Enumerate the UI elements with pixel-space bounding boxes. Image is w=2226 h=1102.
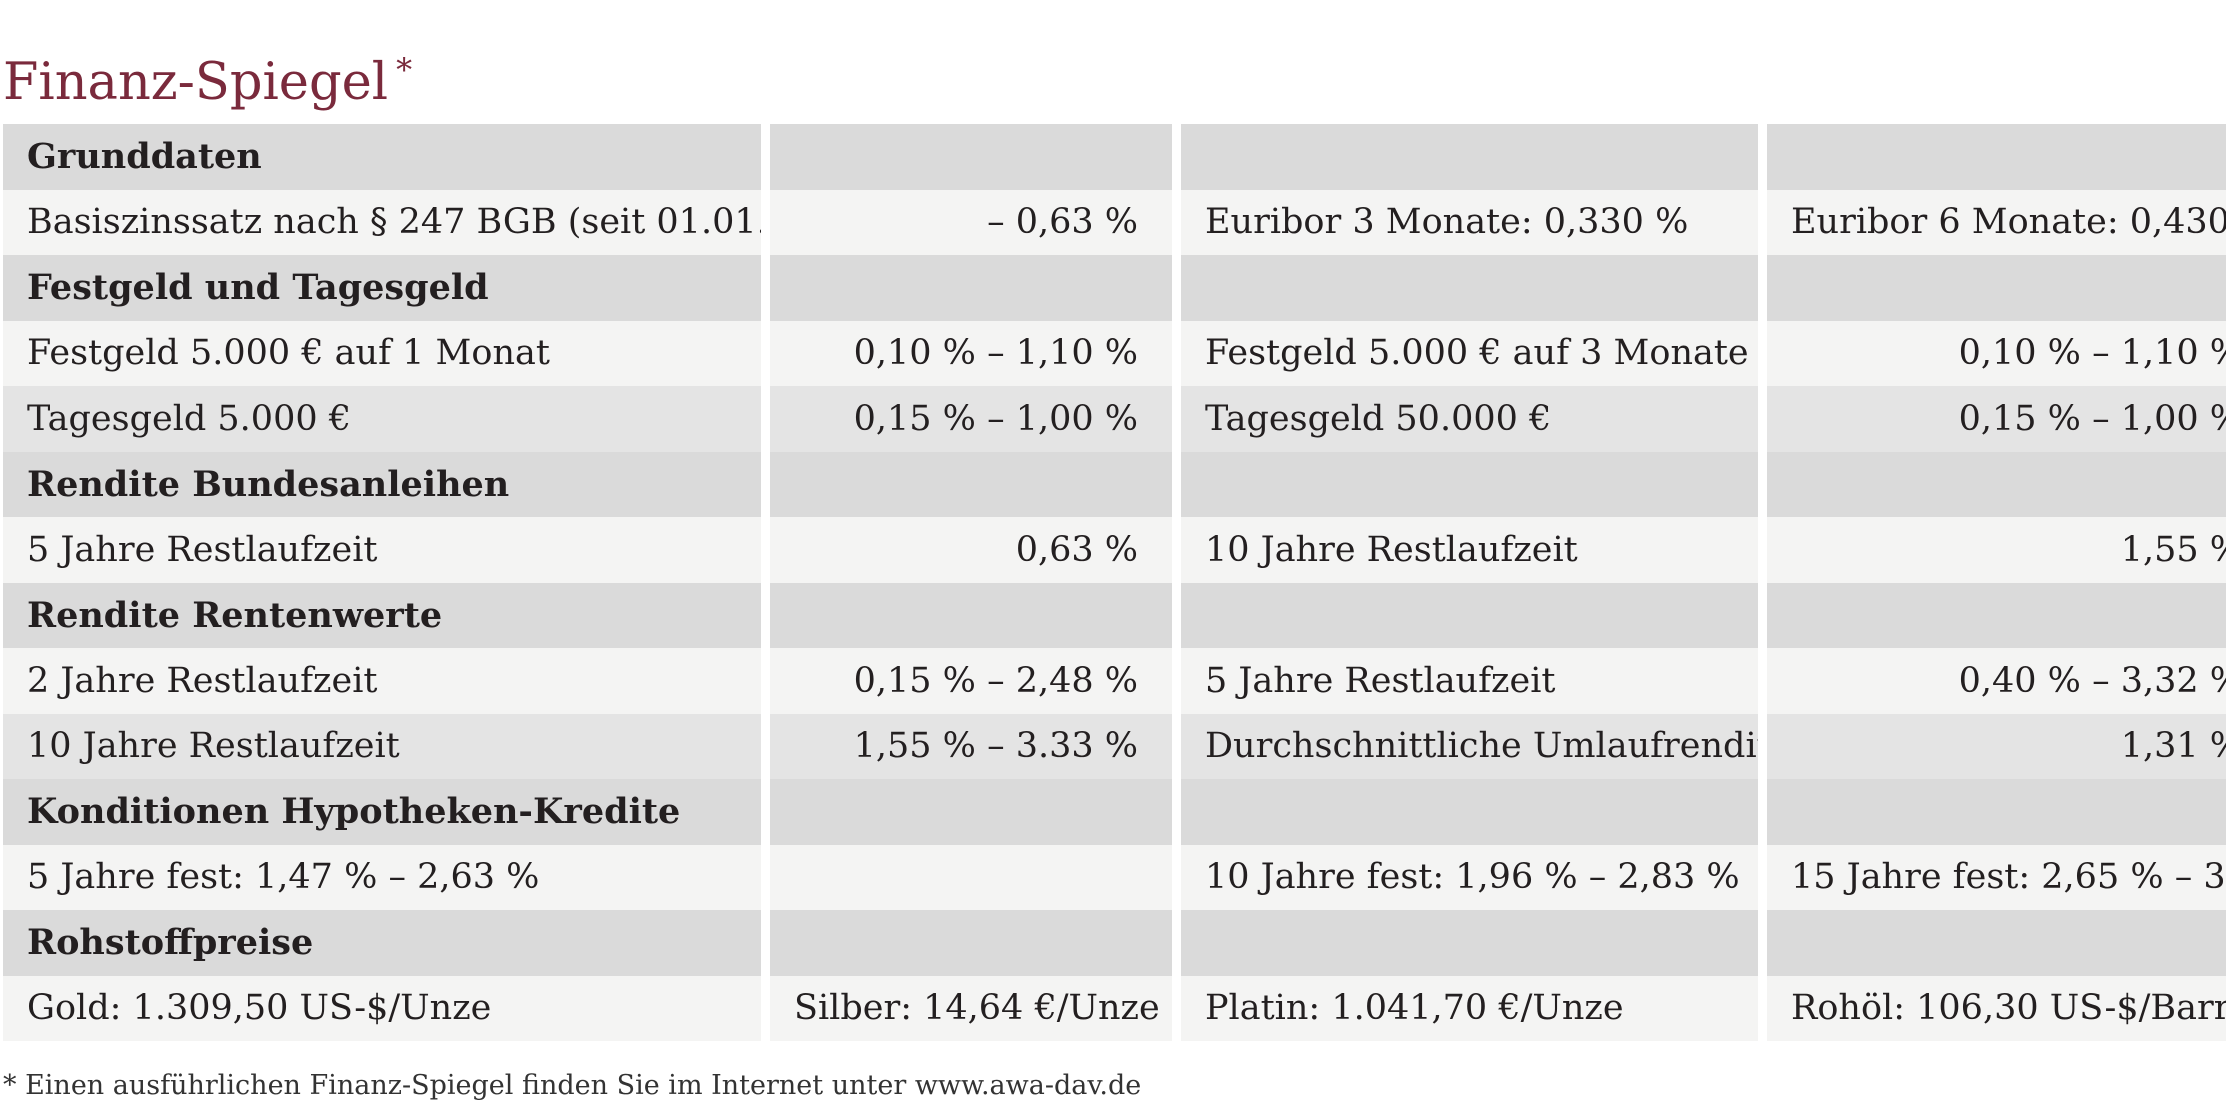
table-row: 5 Jahre Restlaufzeit 0,63 % 10 Jahre Restl…: [3, 517, 2226, 583]
section-header-cell: [1181, 451, 1758, 517]
row-value: 15 Jahre fest: 2,65 % – 3,48 %: [1767, 844, 2226, 910]
section-heading: Rendite Rentenwerte: [3, 582, 761, 648]
section-header-cell: [770, 910, 1172, 976]
section-header-row: Grunddaten: [3, 124, 2226, 190]
section-header-cell: [1767, 124, 2226, 190]
row-label: Gold: 1.309,50 US-$/Unze: [3, 975, 761, 1041]
section-header-row: Festgeld und Tagesgeld: [3, 255, 2226, 321]
row-label: 10 Jahre Restlaufzeit: [1181, 517, 1758, 583]
row-value: 1,55 % – 3.33 %: [770, 713, 1172, 779]
footnote: * Einen ausführlichen Finanz-Spiegel fin…: [3, 1070, 1142, 1101]
row-label: 10 Jahre fest: 1,96 % – 2,83 %: [1181, 844, 1758, 910]
row-label: 5 Jahre Restlaufzeit: [3, 517, 761, 583]
page-title: Finanz-Spiegel *: [3, 32, 412, 121]
row-value: 0,40 % – 3,32 %: [1767, 648, 2226, 714]
section-header-row: Rendite Bundesanleihen: [3, 451, 2226, 517]
finance-table-body: Grunddaten Basiszinssatz nach § 247 BGB (…: [3, 124, 2226, 1041]
section-heading: Konditionen Hypotheken-Kredite: [3, 779, 761, 845]
row-label: Basiszinssatz nach § 247 BGB (seit 01.01…: [3, 189, 761, 255]
table-row: Gold: 1.309,50 US-$/Unze Silber: 14,64 €/…: [3, 975, 2226, 1041]
row-value: 0,10 % – 1,10 %: [1767, 320, 2226, 386]
row-value: 1,55 %: [1767, 517, 2226, 583]
section-header-cell: [1181, 910, 1758, 976]
table-row: 2 Jahre Restlaufzeit 0,15 % – 2,48 % 5 Jah…: [3, 648, 2226, 714]
section-header-cell: [1181, 124, 1758, 190]
row-value: 0,63 %: [770, 517, 1172, 583]
row-label: 10 Jahre Restlaufzeit: [3, 713, 761, 779]
section-heading: Rohstoffpreise: [3, 910, 761, 976]
section-heading: Festgeld und Tagesgeld: [3, 255, 761, 321]
row-label: Platin: 1.041,70 €/Unze: [1181, 975, 1758, 1041]
section-header-cell: [1181, 582, 1758, 648]
section-header-row: Konditionen Hypotheken-Kredite: [3, 779, 2226, 845]
row-value: – 0,63 %: [770, 189, 1172, 255]
table-row: 5 Jahre fest: 1,47 % – 2,63 % 10 Jahre fe…: [3, 844, 2226, 910]
row-label: Durchschnittliche Umlaufrendite: [1181, 713, 1758, 779]
row-value: 0,10 % – 1,10 %: [770, 320, 1172, 386]
section-header-cell: [770, 582, 1172, 648]
row-label: Tagesgeld 5.000 €: [3, 386, 761, 452]
row-value: Rohöl: 106,30 US-$/Barrel: [1767, 975, 2226, 1041]
title-footnote-marker: *: [396, 51, 413, 89]
table-row: Tagesgeld 5.000 €0,15 % – 1,00 % Tagesgel…: [3, 386, 2226, 452]
section-header-cell: [770, 451, 1172, 517]
row-value: [770, 844, 1172, 910]
finance-table: Grunddaten Basiszinssatz nach § 247 BGB (…: [0, 124, 2226, 1041]
section-header-cell: [1767, 582, 2226, 648]
section-header-cell: [770, 124, 1172, 190]
table-row: 10 Jahre Restlaufzeit 1,55 % – 3.33 % Durc…: [3, 713, 2226, 779]
row-value: Silber: 14,64 €/Unze: [770, 975, 1172, 1041]
title-text: Finanz-Spiegel: [3, 53, 389, 112]
row-value: Euribor 6 Monate: 0,430 %: [1767, 189, 2226, 255]
row-label: 5 Jahre Restlaufzeit: [1181, 648, 1758, 714]
row-value: 1,31 %: [1767, 713, 2226, 779]
row-value: 0,15 % – 1,00 %: [770, 386, 1172, 452]
section-heading: Grunddaten: [3, 124, 761, 190]
section-header-cell: [1767, 910, 2226, 976]
row-value: 0,15 % – 1,00 %: [1767, 386, 2226, 452]
row-label: Tagesgeld 50.000 €: [1181, 386, 1758, 452]
section-header-cell: [1181, 779, 1758, 845]
section-header-cell: [1767, 779, 2226, 845]
section-header-cell: [1767, 451, 2226, 517]
section-header-cell: [1181, 255, 1758, 321]
row-label: 2 Jahre Restlaufzeit: [3, 648, 761, 714]
section-header-cell: [1767, 255, 2226, 321]
section-header-row: Rendite Rentenwerte: [3, 582, 2226, 648]
section-heading: Rendite Bundesanleihen: [3, 451, 761, 517]
row-label: Festgeld 5.000 € auf 1 Monat: [3, 320, 761, 386]
section-header-row: Rohstoffpreise: [3, 910, 2226, 976]
row-label: Euribor 3 Monate: 0,330 %: [1181, 189, 1758, 255]
row-label: Festgeld 5.000 € auf 3 Monate: [1181, 320, 1758, 386]
section-header-cell: [770, 779, 1172, 845]
row-label: 5 Jahre fest: 1,47 % – 2,63 %: [3, 844, 761, 910]
section-header-cell: [770, 255, 1172, 321]
table-row: Festgeld 5.000 € auf 1 Monat 0,10 % – 1,1…: [3, 320, 2226, 386]
table-row: Basiszinssatz nach § 247 BGB (seit 01.01…: [3, 189, 2226, 255]
row-value: 0,15 % – 2,48 %: [770, 648, 1172, 714]
